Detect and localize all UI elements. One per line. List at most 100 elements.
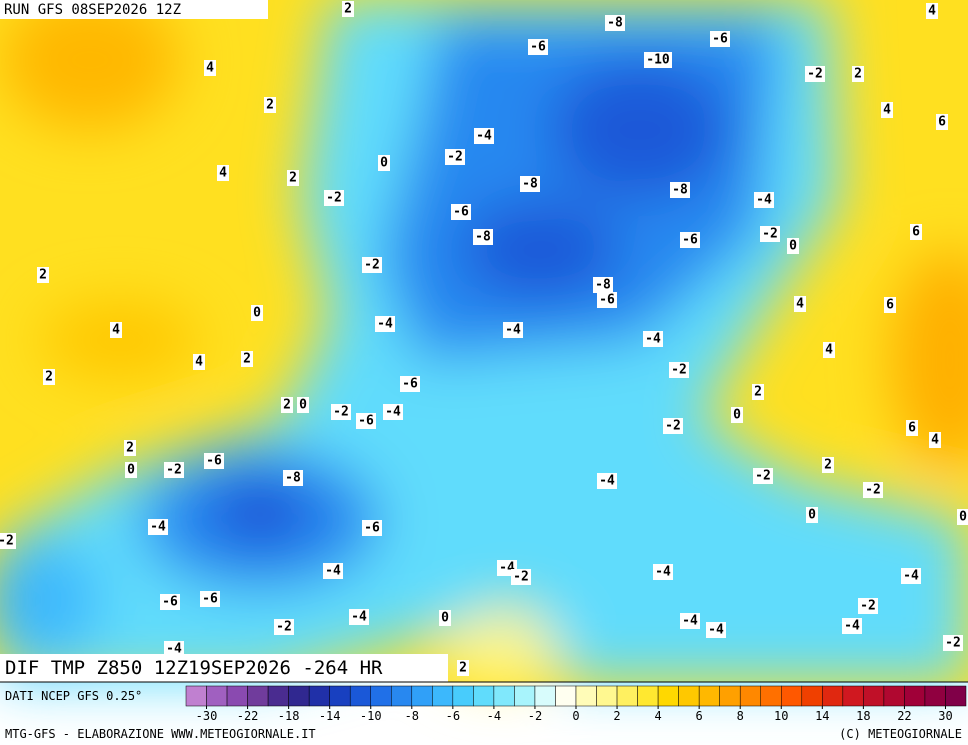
colorbar-tick-label: -4 [487, 709, 501, 723]
colorbar-tick-label: 10 [774, 709, 788, 723]
label-box [164, 641, 184, 657]
colorbar-swatch [842, 685, 864, 707]
contour-label: -2 [807, 67, 823, 82]
contour-label: -2 [860, 599, 876, 614]
label-box [362, 520, 382, 536]
colorbar-swatch [349, 685, 371, 707]
label-box [349, 609, 369, 625]
label-box [842, 618, 862, 634]
contour-label: -8 [672, 183, 688, 198]
contour-label: -8 [522, 177, 538, 192]
label-box [457, 660, 469, 676]
label-box [910, 224, 922, 240]
contour-label: -4 [599, 474, 615, 489]
footer-box [0, 654, 448, 682]
label-box [148, 519, 168, 535]
contour-label: -2 [945, 636, 961, 651]
colorbar-tick-label: 14 [815, 709, 829, 723]
contour-label: 0 [253, 306, 261, 321]
label-box [643, 331, 663, 347]
label-box [957, 509, 968, 525]
label-box [204, 60, 216, 76]
contour-label: -2 [513, 570, 529, 585]
colorbar-swatch [206, 685, 228, 707]
contour-label: 4 [825, 343, 833, 358]
contour-label: 4 [195, 355, 203, 370]
label-box [125, 462, 137, 478]
label-box [653, 564, 673, 580]
colorbar-swatch [370, 685, 392, 707]
colorbar-swatch [596, 685, 618, 707]
contour-label: -6 [202, 592, 218, 607]
colorbar-swatch [514, 685, 536, 707]
colorbar-swatch [493, 685, 515, 707]
contour-label: -2 [0, 534, 14, 549]
label-box [342, 1, 354, 17]
colorbar-tick-label: -6 [446, 709, 460, 723]
label-box [710, 31, 730, 47]
map-field [0, 0, 968, 685]
contour-label: -8 [607, 16, 623, 31]
source: DATI NCEP GFS 0.25° [5, 689, 142, 703]
label-box [520, 176, 540, 192]
contour-label: 4 [219, 166, 227, 181]
label-box [0, 533, 16, 549]
contour-label: 2 [39, 268, 47, 283]
label-box [644, 52, 672, 68]
label-box [451, 204, 471, 220]
colorbar-swatch [637, 685, 659, 707]
contour-label: 6 [912, 225, 920, 240]
contour-label: 4 [206, 61, 214, 76]
label-box [473, 229, 493, 245]
contour-label: -6 [682, 233, 698, 248]
label-box [806, 507, 818, 523]
label-box [324, 190, 344, 206]
contour-label: -2 [671, 363, 687, 378]
contour-label: 4 [796, 297, 804, 312]
contour-label: -6 [402, 377, 418, 392]
label-box [906, 420, 918, 436]
contour-label: -8 [285, 471, 301, 486]
contour-label: -6 [530, 40, 546, 55]
contour-label: -2 [762, 227, 778, 242]
contour-label: -10 [646, 53, 670, 68]
header-box [0, 0, 268, 19]
contour-label: 2 [824, 458, 832, 473]
label-box [597, 292, 617, 308]
label-box [124, 440, 136, 456]
contour-label: 2 [243, 352, 251, 367]
label-box [852, 66, 864, 82]
contour-label: 2 [754, 385, 762, 400]
contour-label: -4 [166, 642, 182, 657]
contour-label: 0 [959, 510, 967, 525]
colorbar-swatch [473, 685, 495, 707]
label-box [528, 39, 548, 55]
label-box [281, 397, 293, 413]
contour-label: -6 [712, 32, 728, 47]
contour-label: -4 [385, 405, 401, 420]
label-box [823, 342, 835, 358]
colorbar-swatch [924, 685, 946, 707]
contour-label: -6 [364, 521, 380, 536]
colorbar-tick-label: 0 [572, 709, 579, 723]
colorbar-swatch [391, 685, 413, 707]
contour-label: 2 [283, 398, 291, 413]
colorbar-swatch [329, 685, 351, 707]
colorbar-swatch [247, 685, 269, 707]
contour-label: -4 [377, 317, 393, 332]
contour-label: -4 [756, 193, 772, 208]
contour-label: 4 [931, 433, 939, 448]
label-box [43, 369, 55, 385]
contour-label: -6 [358, 414, 374, 429]
colorbar-swatch [267, 685, 289, 707]
colorbar-swatch [883, 685, 905, 707]
label-box [593, 277, 613, 293]
contour-label: -4 [903, 569, 919, 584]
label-box [663, 418, 683, 434]
contour-label: -4 [708, 623, 724, 638]
contour-label: -2 [333, 405, 349, 420]
label-box [680, 232, 700, 248]
colorbar-swatch [801, 685, 823, 707]
contour-label: 0 [733, 408, 741, 423]
contour-label: 2 [289, 171, 297, 186]
